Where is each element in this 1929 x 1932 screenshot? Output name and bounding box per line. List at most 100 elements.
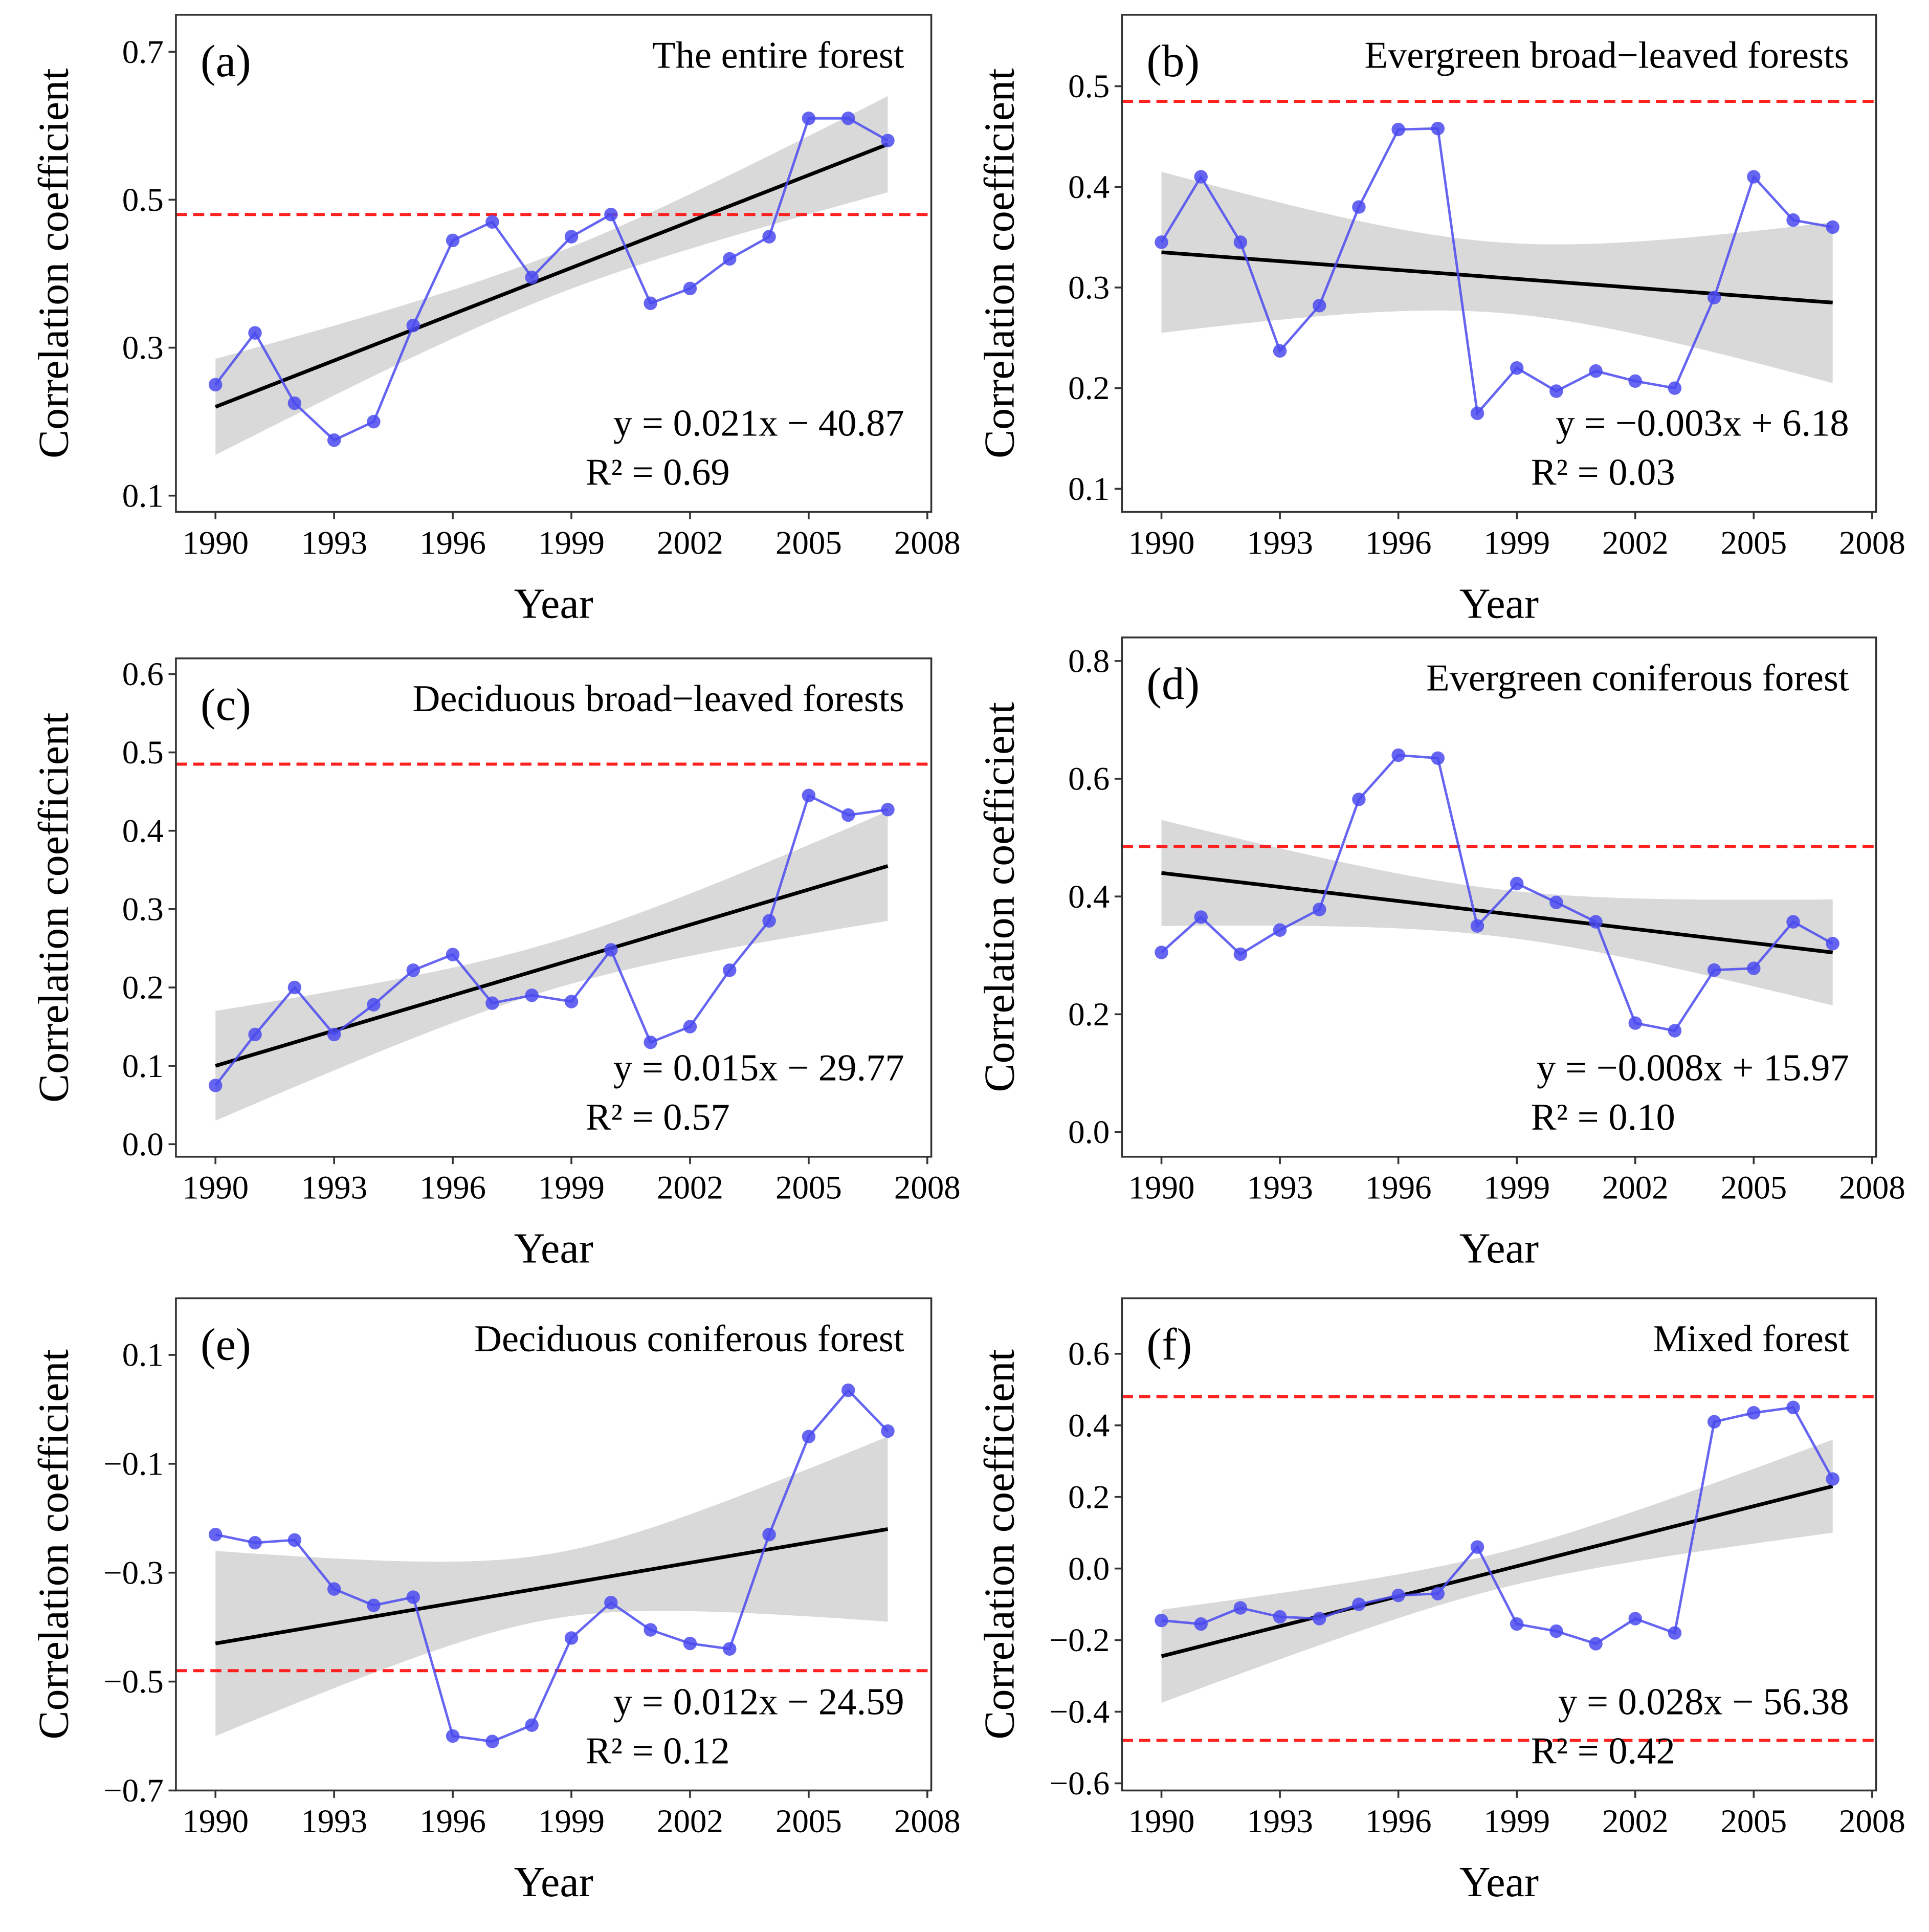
- x-tick-label: 2008: [894, 1803, 961, 1840]
- panel-label: (e): [201, 1320, 251, 1370]
- data-point: [1707, 291, 1721, 304]
- x-tick-label: 1990: [182, 1170, 249, 1206]
- data-point: [287, 396, 302, 410]
- y-tick-label: −0.5: [103, 1663, 164, 1700]
- x-tick-label: 2008: [894, 524, 961, 561]
- data-point: [367, 998, 381, 1012]
- data-point: [1707, 963, 1721, 977]
- y-tick-label: 0.5: [122, 182, 164, 218]
- regression-equation: y = 0.021x − 40.87: [613, 402, 904, 444]
- data-point: [881, 1424, 895, 1438]
- data-point: [1549, 1624, 1563, 1638]
- x-tick-label: 1999: [538, 524, 605, 561]
- data-point: [841, 1383, 855, 1397]
- data-point: [1470, 1540, 1484, 1554]
- data-point: [762, 914, 776, 928]
- data-point: [1549, 384, 1563, 398]
- data-point: [1510, 361, 1524, 375]
- data-point: [1273, 1610, 1287, 1624]
- data-point: [1589, 915, 1603, 929]
- data-point: [881, 134, 895, 147]
- y-tick-label: 0.3: [122, 891, 164, 928]
- regression-line: [215, 864, 889, 1068]
- data-point: [1668, 381, 1682, 395]
- y-tick-label: 0.3: [122, 330, 164, 366]
- r-squared: R² = 0.03: [1531, 452, 1675, 494]
- chart-panel-e: 1990 1993 1996 1999 2002 2005 2008 −0.7 −0.5 −0.3…: [30, 1297, 961, 1906]
- y-tick-label: 0.7: [122, 34, 164, 71]
- data-point: [1668, 1024, 1682, 1038]
- data-point: [881, 803, 895, 817]
- data-point: [1549, 895, 1563, 909]
- data-point: [1233, 235, 1248, 249]
- data-point: [1313, 903, 1326, 916]
- regression-line: [1161, 1484, 1833, 1658]
- x-tick-label: 2002: [1602, 1170, 1669, 1206]
- panel-label: (c): [201, 680, 251, 730]
- data-point: [446, 1729, 460, 1743]
- y-tick-label: 0.4: [1068, 879, 1110, 915]
- y-tick-label: −0.1: [103, 1446, 164, 1483]
- x-axis-label: Year: [514, 1858, 593, 1906]
- x-tick-label: 2005: [1720, 1170, 1787, 1206]
- x-tick-label: 2002: [657, 524, 723, 561]
- data-point: [446, 948, 460, 961]
- x-axis-label: Year: [1459, 1858, 1539, 1906]
- data-point: [564, 230, 579, 244]
- data-point: [1431, 1587, 1445, 1600]
- data-point: [723, 252, 737, 266]
- panel-title: Deciduous coniferous forest: [474, 1318, 904, 1360]
- y-axis-label: Correlation coefficient: [30, 1349, 77, 1740]
- y-tick-label: 0.6: [1068, 1335, 1110, 1372]
- x-tick-label: 1996: [1365, 524, 1432, 561]
- data-point: [683, 281, 697, 296]
- panel-label: (f): [1146, 1320, 1192, 1370]
- data-point: [327, 433, 341, 447]
- data-point: [1194, 170, 1208, 184]
- y-tick-label: 0.2: [1068, 996, 1110, 1033]
- x-tick-label: 1999: [538, 1170, 605, 1206]
- y-axis-label: Correlation coefficient: [976, 1349, 1024, 1740]
- x-tick-label: 2005: [775, 1170, 842, 1206]
- panel-title: Evergreen broad−leaved forests: [1364, 34, 1849, 76]
- x-tick-label: 1993: [1247, 524, 1313, 561]
- y-tick-label: 0.5: [122, 734, 164, 771]
- x-tick-label: 2008: [1839, 524, 1905, 561]
- data-point: [1313, 1612, 1326, 1626]
- plot-frame: [175, 14, 933, 513]
- data-point: [1786, 915, 1800, 929]
- y-tick-label: 0.4: [122, 813, 164, 849]
- x-tick-label: 1993: [1247, 1803, 1313, 1840]
- y-tick-label: −0.7: [103, 1772, 164, 1809]
- data-point: [1431, 121, 1445, 136]
- series-line: [214, 117, 889, 442]
- series-line: [215, 1388, 889, 1743]
- x-tick-label: 1990: [1128, 1803, 1195, 1840]
- x-tick-label: 1999: [1483, 524, 1550, 561]
- y-tick-label: 0.1: [122, 1337, 164, 1374]
- data-point: [683, 1020, 697, 1034]
- regression-line: [215, 1527, 889, 1645]
- x-tick-label: 1990: [182, 1803, 249, 1840]
- data-point: [1233, 947, 1248, 961]
- data-point: [485, 215, 499, 229]
- r-squared: R² = 0.42: [1531, 1730, 1675, 1772]
- data-point: [1352, 793, 1366, 806]
- x-tick-label: 2002: [1602, 1803, 1669, 1840]
- x-tick-label: 2008: [1839, 1803, 1905, 1840]
- y-tick-label: 0.5: [1068, 68, 1110, 105]
- x-tick-label: 2002: [657, 1803, 723, 1840]
- y-tick-label: −0.4: [1050, 1694, 1110, 1730]
- data-point: [1273, 923, 1287, 937]
- x-tick-label: 2002: [657, 1170, 723, 1206]
- data-point: [644, 296, 657, 310]
- data-point: [1510, 876, 1524, 891]
- y-tick-label: 0.4: [1068, 169, 1110, 206]
- regression-equation: y = 0.012x − 24.59: [613, 1681, 904, 1723]
- y-axis-label: Correlation coefficient: [976, 68, 1024, 458]
- y-tick-label: 0.3: [1068, 270, 1110, 306]
- y-tick-label: 0.2: [1068, 370, 1110, 407]
- y-axis-label: Correlation coefficient: [30, 712, 77, 1103]
- data-point: [762, 1528, 776, 1542]
